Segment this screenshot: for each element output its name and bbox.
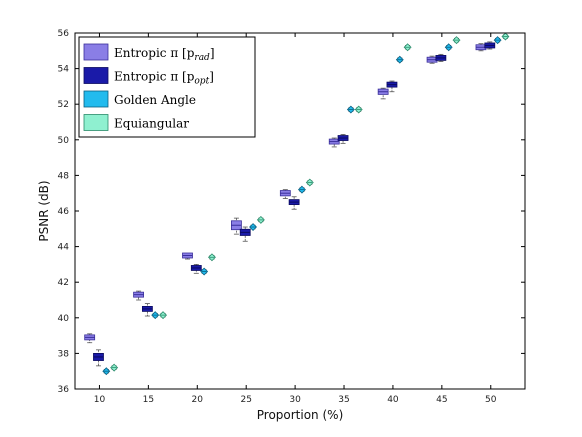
box-4-5	[305, 178, 314, 187]
box-3-8	[444, 43, 453, 52]
legend-label-main: Golden Angle	[114, 93, 196, 107]
y-tick-label: 56	[58, 29, 70, 39]
legend-label-close: ]	[209, 70, 214, 84]
legend-swatch	[83, 114, 109, 131]
legend-label: Equiangular	[114, 117, 189, 131]
y-tick-label: 38	[58, 349, 70, 359]
y-tick-label: 50	[58, 136, 70, 146]
box-4-6	[354, 105, 363, 114]
legend-label-sub: opt	[194, 77, 209, 87]
box-2-8	[435, 53, 447, 62]
x-tick-label: 15	[143, 395, 154, 405]
box-2-5	[288, 196, 300, 210]
y-tick-label: 46	[58, 207, 70, 217]
legend-label: Golden Angle	[114, 93, 196, 107]
legend-label-main: Entropic π [p	[114, 46, 195, 60]
legend-label: Entropic π [prad]	[114, 46, 215, 63]
box-3-9	[493, 36, 502, 45]
y-tick-label: 52	[58, 100, 69, 110]
box-4-7	[403, 43, 412, 52]
x-axis-title: Proportion (%)	[257, 408, 344, 422]
box-3-7	[395, 55, 404, 64]
box-4-4	[256, 215, 265, 224]
box-4-2	[159, 311, 167, 320]
y-tick-label: 54	[58, 65, 70, 75]
box-2-4	[239, 226, 251, 242]
x-tick-label: 30	[289, 395, 301, 405]
legend-label: Entropic π [popt]	[114, 70, 214, 87]
box-2-3	[190, 263, 202, 274]
box-3-3	[200, 267, 209, 276]
x-tick-label: 35	[338, 395, 349, 405]
box-2-7	[386, 80, 398, 93]
box-2-2	[141, 303, 153, 317]
x-axis: 10 15 20 25 30 35 40 45 50	[94, 33, 497, 405]
box-3-6	[346, 105, 355, 114]
chart-marks	[84, 32, 510, 376]
y-axis: 36 38 40 42 44 46 48 50 52 54 56	[58, 29, 525, 395]
box-3-4	[249, 223, 257, 231]
box-4-3	[208, 253, 216, 262]
box-1-1	[84, 333, 96, 344]
box-4-9	[501, 32, 510, 41]
y-tick-label: 36	[58, 385, 70, 395]
legend-swatch	[83, 43, 109, 61]
legend-swatch	[83, 67, 109, 84]
box-1-3	[182, 252, 193, 260]
x-tick-label: 20	[192, 395, 204, 405]
y-axis-title: PSNR (dB)	[37, 180, 51, 241]
box-1-7	[377, 87, 389, 100]
x-tick-label: 25	[240, 395, 251, 405]
box-2-6	[337, 134, 349, 144]
legend-label-sub: rad	[194, 53, 210, 63]
legend-swatch	[83, 90, 109, 108]
box-1-6	[328, 137, 340, 148]
x-tick-label: 50	[485, 395, 497, 405]
box-2-1	[93, 349, 104, 367]
legend-label-close: ]	[210, 46, 215, 60]
box-3-5	[298, 185, 306, 194]
y-tick-label: 40	[58, 314, 70, 324]
x-tick-label: 45	[436, 395, 447, 405]
legend-label-main: Equiangular	[114, 117, 189, 131]
box-4-1	[110, 363, 119, 372]
legend: Entropic π [prad]Entropic π [popt]Golden…	[78, 36, 256, 138]
box-1-4	[231, 217, 242, 235]
box-1-5	[279, 189, 291, 199]
box-2-9	[484, 41, 496, 50]
y-tick-label: 42	[58, 278, 69, 288]
legend-label-main: Entropic π [p	[114, 70, 195, 84]
box-3-1	[102, 367, 111, 376]
box-1-2	[133, 290, 144, 301]
y-tick-label: 48	[58, 171, 70, 181]
box-4-8	[452, 36, 461, 45]
x-tick-label: 10	[94, 395, 106, 405]
y-tick-label: 44	[58, 243, 70, 253]
x-tick-label: 40	[387, 395, 399, 405]
box-3-2	[151, 311, 160, 320]
